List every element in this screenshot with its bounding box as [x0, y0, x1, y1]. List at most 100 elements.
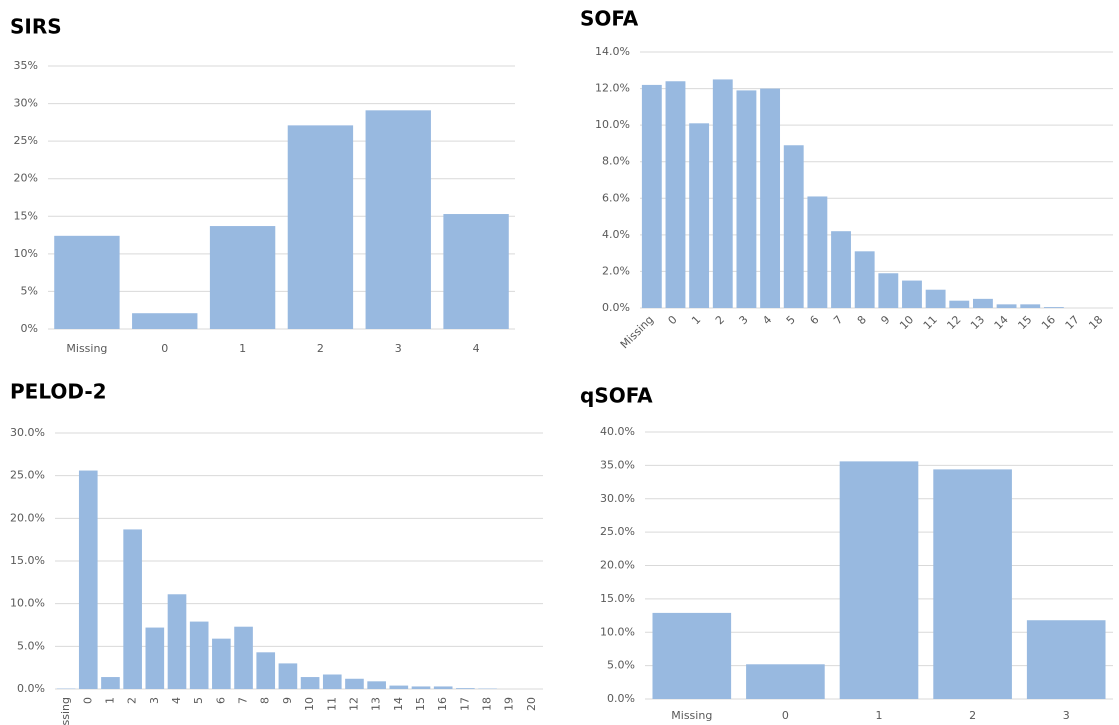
bar	[831, 231, 851, 308]
x-tick-label: 11	[921, 313, 940, 332]
bar	[689, 123, 710, 308]
y-tick-label: 20.0%	[10, 511, 45, 524]
y-tick-label: 20.0%	[600, 559, 635, 572]
x-tick-label: 6	[807, 313, 821, 327]
bar	[365, 110, 431, 329]
x-tick-label: 3	[737, 313, 751, 327]
y-tick-label: 5.0%	[607, 659, 635, 672]
bar	[278, 663, 298, 689]
bar	[456, 688, 475, 689]
bar	[641, 84, 662, 309]
x-tick-label: 18	[1086, 313, 1105, 332]
x-tick-label: Missing	[59, 697, 72, 725]
x-tick-label: 6	[214, 697, 227, 704]
bar	[411, 686, 431, 689]
x-tick-label: 12	[347, 697, 360, 711]
x-tick-label: 16	[436, 697, 449, 711]
y-tick-label: 0%	[21, 322, 38, 335]
y-tick-label: 2.0%	[602, 264, 630, 277]
x-tick-label: 4	[473, 342, 480, 355]
chart-title: SIRS	[10, 15, 62, 39]
y-tick-label: 8.0%	[602, 155, 630, 168]
bar	[665, 81, 686, 308]
bar	[878, 273, 899, 308]
x-tick-label: 20	[525, 697, 538, 711]
bar	[167, 594, 187, 689]
y-tick-label: 25%	[14, 134, 38, 147]
bar	[101, 677, 120, 689]
x-tick-label: 13	[370, 697, 383, 711]
x-tick-label: 15	[414, 697, 427, 711]
bar	[902, 280, 922, 308]
y-tick-label: 6.0%	[602, 191, 630, 204]
y-tick-label: 10.0%	[595, 118, 630, 131]
x-tick-label: 4	[760, 313, 774, 327]
x-tick-label: 3	[395, 342, 402, 355]
bar	[234, 626, 253, 689]
x-tick-label: 7	[831, 313, 845, 327]
bar	[433, 686, 453, 689]
y-tick-label: 30.0%	[600, 492, 635, 505]
x-tick-label: 17	[458, 697, 471, 711]
y-tick-label: 15.0%	[10, 554, 45, 567]
bar	[760, 88, 781, 308]
x-tick-label: 2	[969, 709, 976, 722]
x-tick-label: 5	[784, 313, 798, 327]
x-tick-label: 10	[897, 313, 916, 332]
x-tick-label: 17	[1063, 313, 1082, 332]
x-tick-label: 3	[1063, 709, 1070, 722]
x-tick-label: 0	[666, 313, 680, 327]
x-tick-label: 14	[992, 313, 1011, 332]
y-tick-label: 40.0%	[600, 425, 635, 438]
bar	[54, 235, 120, 329]
x-tick-label: 1	[239, 342, 246, 355]
bar	[367, 681, 386, 689]
bar	[783, 145, 804, 308]
y-tick-label: 12.0%	[595, 82, 630, 95]
y-tick-label: 30.0%	[10, 426, 45, 439]
bar	[652, 612, 732, 699]
bar	[746, 664, 825, 699]
y-tick-label: 20%	[14, 172, 38, 185]
chart-title: SOFA	[580, 7, 639, 31]
bar	[322, 674, 342, 689]
x-tick-label: 4	[170, 697, 183, 704]
x-tick-label: 0	[81, 697, 94, 704]
chart-title: PELOD-2	[10, 380, 107, 404]
x-tick-label: Missing	[66, 342, 107, 355]
bar	[736, 90, 757, 309]
bar	[807, 196, 828, 308]
x-tick-label: 3	[148, 697, 161, 704]
y-tick-label: 15.0%	[600, 592, 635, 605]
y-tick-label: 10%	[14, 247, 38, 260]
bar	[839, 461, 919, 699]
y-tick-label: 25.0%	[600, 525, 635, 538]
bar	[345, 678, 364, 689]
bar	[189, 621, 209, 689]
y-tick-label: 4.0%	[602, 228, 630, 241]
bar	[972, 298, 993, 308]
y-tick-label: 35%	[14, 59, 38, 72]
y-tick-label: 0.0%	[17, 682, 45, 695]
x-tick-label: Missing	[671, 709, 712, 722]
x-tick-label: 16	[1039, 313, 1058, 332]
x-tick-label: 8	[855, 313, 869, 327]
bar	[443, 214, 509, 329]
x-tick-label: 2	[126, 697, 139, 704]
y-tick-label: 15%	[14, 209, 38, 222]
bar	[712, 79, 733, 308]
bar	[996, 304, 1017, 308]
y-tick-label: 0.0%	[607, 692, 635, 705]
x-tick-label: 18	[481, 697, 494, 711]
x-tick-label: 11	[325, 697, 338, 711]
bar	[300, 677, 320, 689]
x-tick-label: 14	[392, 697, 405, 711]
y-tick-label: 14.0%	[595, 45, 630, 58]
bar	[389, 685, 409, 689]
bar	[212, 638, 231, 689]
x-tick-label: 2	[713, 313, 727, 327]
x-tick-label: 1	[689, 313, 703, 327]
bar	[145, 627, 165, 689]
y-tick-label: 25.0%	[10, 469, 45, 482]
